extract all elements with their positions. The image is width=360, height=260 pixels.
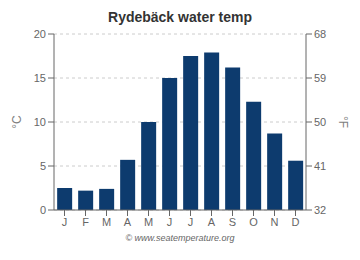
- svg-text:A: A: [208, 216, 216, 228]
- svg-text:J: J: [62, 216, 68, 228]
- svg-text:°F: °F: [336, 116, 350, 128]
- svg-text:°C: °C: [10, 115, 24, 129]
- svg-text:5: 5: [40, 160, 46, 172]
- svg-text:50: 50: [314, 116, 326, 128]
- svg-text:M: M: [144, 216, 153, 228]
- svg-text:N: N: [271, 216, 279, 228]
- svg-text:20: 20: [34, 28, 46, 40]
- svg-text:J: J: [188, 216, 194, 228]
- html-text:Rydebäck water temp: Rydebäck water temp: [108, 9, 252, 25]
- svg-text:15: 15: [34, 72, 46, 84]
- svg-text:J: J: [167, 216, 173, 228]
- svg-text:41: 41: [314, 160, 326, 172]
- svg-text:0: 0: [40, 204, 46, 216]
- svg-text:68: 68: [314, 28, 326, 40]
- svg-text:A: A: [124, 216, 132, 228]
- svg-text:M: M: [102, 216, 111, 228]
- svg-text:F: F: [82, 216, 89, 228]
- svg-text:D: D: [292, 216, 300, 228]
- svg-text:S: S: [229, 216, 236, 228]
- svg-text:32: 32: [314, 204, 326, 216]
- svg-text:O: O: [249, 216, 258, 228]
- svg-text:59: 59: [314, 72, 326, 84]
- svg-text:10: 10: [34, 116, 46, 128]
- html-text:© www.seatemperature.org: © www.seatemperature.org: [125, 233, 235, 243]
